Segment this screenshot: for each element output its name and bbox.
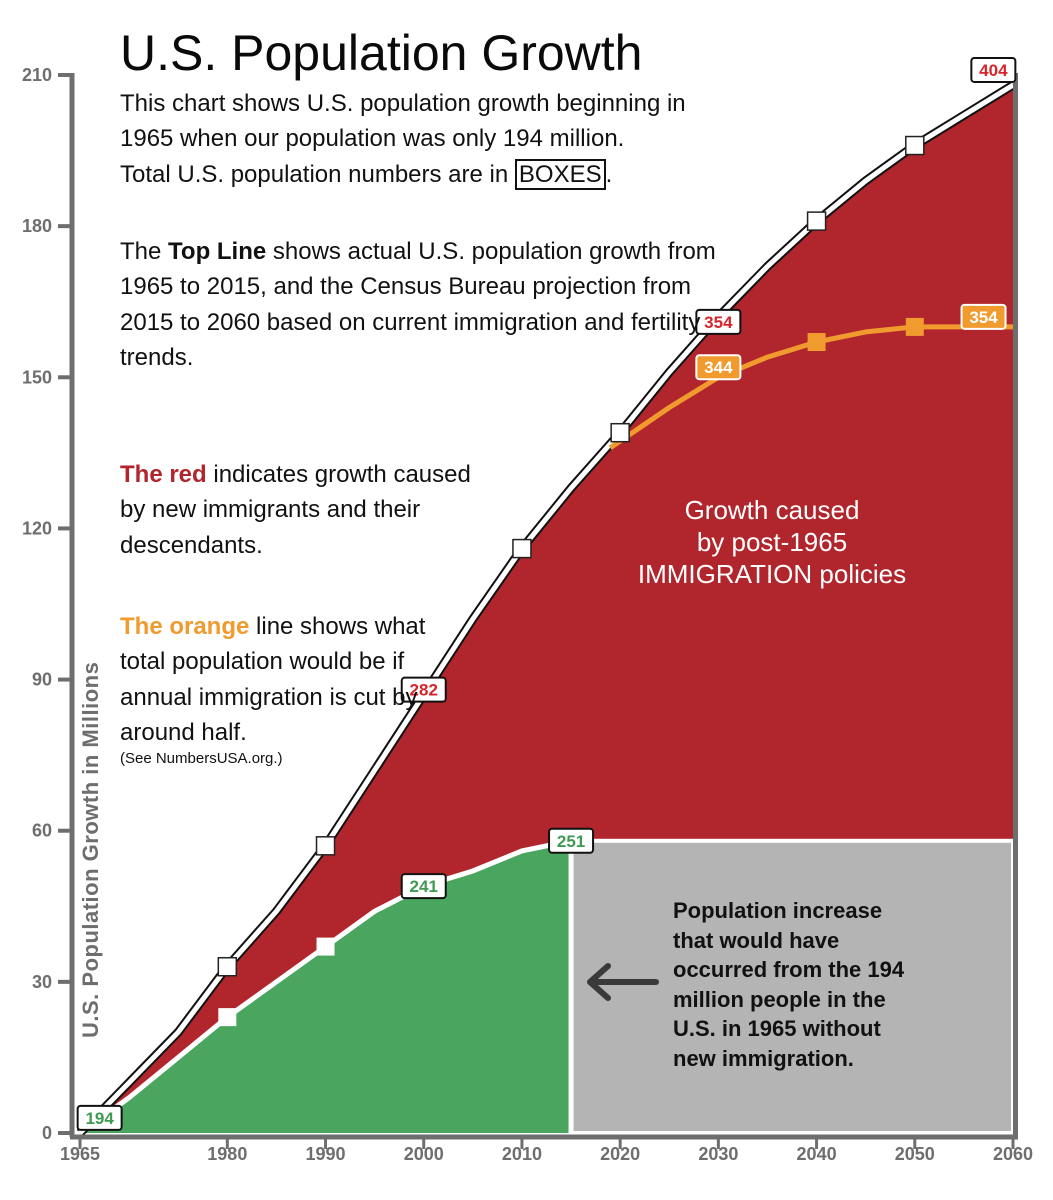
svg-text:by post-1965: by post-1965 [697, 527, 847, 557]
y-tick-label: 180 [22, 216, 52, 236]
top-line-marker [610, 422, 630, 443]
top-line-marker [806, 211, 827, 231]
svg-text:occurred from the 194: occurred from the 194 [673, 957, 905, 982]
gray-area-label: Population increase that would have occu… [673, 898, 905, 1071]
value-box-frame [400, 676, 447, 703]
value-box-frame [400, 873, 447, 900]
y-tick-label: 210 [22, 65, 52, 85]
intro-line-2: 1965 when our population was only 194 mi… [120, 125, 625, 153]
value-box-green: 241 [400, 873, 447, 900]
green-line-marker [316, 937, 335, 956]
y-tick-label: 60 [32, 821, 52, 841]
value-box-frame [695, 354, 742, 381]
value-box-green: 194 [76, 1104, 123, 1131]
value-box-label: 241 [410, 877, 438, 896]
y-axis-label: U.S. Population Growth in Millions [78, 662, 103, 1038]
value-box-label: 344 [704, 358, 733, 377]
value-box-orange: 354 [960, 303, 1007, 330]
top-line-marker [512, 538, 532, 559]
y-tick-label: 150 [22, 367, 52, 387]
orange-line-marker [905, 317, 924, 336]
orange-note: The orange line shows what total populat… [120, 609, 455, 768]
value-box-red: 282 [400, 676, 447, 703]
intro-line-3-prefix: Total U.S. population numbers are in [120, 160, 515, 188]
x-tick-label: 2060 [993, 1144, 1033, 1164]
x-tick-label: 2040 [797, 1144, 837, 1164]
value-box-label: 404 [979, 61, 1008, 80]
chart-markers [217, 135, 925, 1027]
value-box-label: 282 [410, 681, 438, 700]
y-tick-label: 0 [42, 1123, 52, 1143]
value-box-frame [548, 827, 595, 854]
y-tick-label: 90 [32, 670, 52, 690]
value-box-red: 354 [695, 308, 742, 335]
intro-line-3-suffix: . [605, 160, 613, 188]
svg-text:new immigration.: new immigration. [673, 1046, 854, 1071]
x-tick-label: 1980 [207, 1144, 247, 1164]
red-keyword: The red [120, 461, 207, 488]
x-tick-label: 2010 [502, 1144, 542, 1164]
svg-text:Population increase: Population increase [673, 898, 882, 923]
y-tick-label: 120 [22, 518, 52, 538]
svg-text:million people in the: million people in the [673, 987, 886, 1012]
value-boxes: 194 241 251 282 354 344 354 404 [76, 56, 1017, 1131]
right-border [1013, 73, 1018, 1137]
chart-areas [80, 85, 1015, 1135]
red-note: The red indicates growth caused by new i… [120, 457, 500, 563]
value-box-frame [960, 303, 1007, 330]
top-line-note-text: shows actual U.S. population growth from… [120, 238, 716, 371]
value-box-red: 404 [970, 56, 1017, 83]
svg-text:U.S. in 1965 without: U.S. in 1965 without [673, 1016, 881, 1041]
top-line-marker [315, 836, 336, 856]
x-tick-label: 2050 [895, 1144, 935, 1164]
x-tick-label: 2000 [404, 1144, 444, 1164]
boxes-keyword: BOXES [514, 158, 606, 190]
orange-keyword: The orange [120, 613, 250, 640]
y-tick-label: 30 [32, 972, 52, 992]
red-note-text: indicates growth caused by new immigrant… [120, 461, 471, 559]
value-box-orange: 344 [695, 354, 742, 381]
left-arrow-icon [587, 963, 659, 1001]
value-box-frame [76, 1104, 123, 1131]
chart-axes: 0 30 60 90 120 150 180 210 1965 1980 1990 2000 2010 2… [22, 65, 1033, 1164]
x-tick-label: 1990 [306, 1144, 346, 1164]
intro-line-1: This chart shows U.S. population growth … [120, 90, 686, 117]
x-tick-label: 2030 [698, 1144, 738, 1164]
value-box-label: 354 [704, 313, 733, 332]
top-line-keyword: Top Line [168, 238, 267, 265]
svg-text:Growth caused: Growth caused [685, 495, 860, 525]
value-box-label: 251 [557, 832, 585, 851]
intro-text: This chart shows U.S. population growth … [120, 86, 686, 192]
top-line-marker [217, 956, 238, 977]
red-area-label: Growth caused by post-1965 IMMIGRATION p… [638, 495, 906, 589]
svg-text:IMMIGRATION policies: IMMIGRATION policies [638, 559, 906, 589]
top-line-note: The Top Line shows actual U.S. populatio… [120, 234, 730, 375]
green-line-marker [218, 1008, 237, 1027]
x-tick-label: 2020 [600, 1144, 640, 1164]
top-line-marker [905, 135, 925, 156]
value-box-frame [970, 56, 1017, 83]
green-native-growth-area [80, 840, 572, 1133]
orange-line-marker [807, 333, 826, 352]
x-tick-label: 1965 [60, 1144, 100, 1164]
value-box-frame [695, 308, 742, 335]
svg-text:that would have: that would have [673, 928, 839, 953]
value-box-label: 354 [969, 308, 998, 327]
orange-note-text: line shows what total population would b… [120, 613, 426, 746]
source-note: (See NumbersUSA.org.) [120, 750, 283, 768]
gray-natural-increase-area [569, 838, 1015, 1135]
chart-title: U.S. Population Growth [120, 25, 643, 81]
value-box-green: 251 [548, 827, 595, 854]
top-line-note-before: The [120, 238, 169, 265]
value-box-label: 194 [85, 1109, 114, 1128]
